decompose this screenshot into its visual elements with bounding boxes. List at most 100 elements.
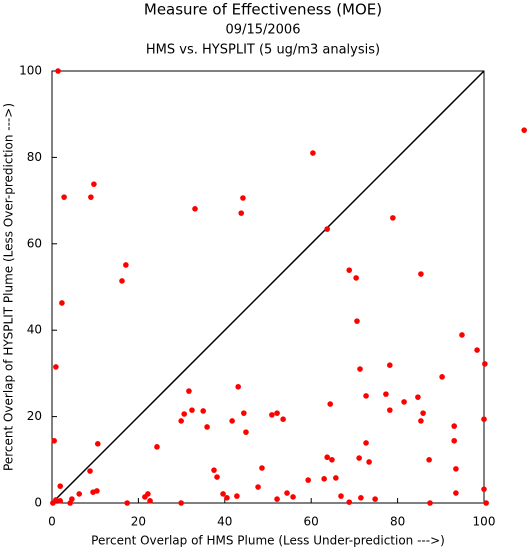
point [387, 362, 393, 368]
point [61, 194, 67, 200]
point [240, 195, 246, 201]
point [459, 332, 465, 338]
point [426, 457, 432, 463]
point [420, 410, 426, 416]
point [234, 493, 240, 499]
point [363, 440, 369, 446]
point [53, 364, 59, 370]
point [358, 495, 364, 501]
point [383, 391, 389, 397]
point [57, 483, 64, 489]
point [214, 474, 220, 480]
point [427, 500, 433, 506]
y-tick-label: 100 [19, 64, 42, 78]
y-tick-label: 40 [27, 323, 42, 337]
point [123, 262, 129, 268]
point [401, 399, 407, 405]
chart-subtitle: 09/15/2006 [226, 23, 301, 38]
chart-subtitle: HMS vs. HYSPLIT (5 ug/m3 analysis) [146, 43, 380, 58]
point [243, 429, 249, 435]
point [453, 490, 459, 496]
point [200, 408, 206, 414]
point [333, 475, 339, 481]
plot-frame [51, 70, 485, 504]
point [483, 500, 489, 506]
point [181, 411, 187, 417]
point [178, 500, 184, 506]
y-tick-label: 0 [34, 496, 42, 510]
y-tick-label: 20 [27, 409, 42, 423]
point [324, 454, 330, 461]
point [186, 388, 192, 394]
point [357, 366, 363, 372]
point [290, 494, 296, 500]
point [255, 484, 261, 490]
point [274, 410, 280, 416]
point [94, 441, 101, 447]
point [57, 498, 64, 504]
point [354, 318, 360, 324]
point [521, 127, 527, 133]
point [145, 491, 151, 497]
point [51, 437, 57, 444]
point [415, 394, 421, 400]
point [154, 444, 160, 450]
point [363, 393, 369, 399]
x-tick-label: 0 [48, 515, 56, 529]
point [284, 490, 290, 496]
point [439, 374, 445, 380]
point [372, 496, 378, 502]
point [269, 412, 275, 418]
point [69, 496, 75, 502]
point [53, 497, 59, 503]
point [305, 477, 311, 483]
point [178, 418, 184, 424]
point [453, 466, 459, 472]
point [229, 418, 235, 424]
point [310, 150, 316, 156]
point [124, 500, 130, 506]
x-tick-label: 40 [217, 515, 232, 529]
point [327, 401, 334, 407]
point [91, 181, 97, 187]
point [346, 499, 353, 505]
point [238, 210, 245, 216]
point [259, 465, 265, 471]
point [88, 194, 94, 200]
point [192, 206, 198, 212]
x-axis-label: Percent Overlap of HMS Plume (Less Under… [91, 534, 445, 548]
point [321, 476, 327, 482]
point [147, 498, 153, 504]
y-tick-label: 80 [27, 150, 42, 164]
diagonal-reference [51, 70, 485, 504]
point [481, 486, 487, 492]
point [241, 410, 247, 416]
point [474, 347, 480, 353]
y-axis-label: Percent Overlap of HYSPLIT Plume (Less O… [2, 103, 16, 471]
point [274, 496, 280, 502]
point [204, 424, 210, 430]
point [55, 68, 61, 74]
point [329, 457, 335, 463]
y-tick-label: 60 [27, 236, 42, 250]
point [387, 407, 393, 413]
point [418, 271, 424, 277]
point [119, 278, 125, 284]
point [451, 423, 457, 429]
point [87, 468, 93, 474]
x-tick-label: 60 [304, 515, 319, 529]
point [76, 491, 83, 497]
x-tick-label: 80 [390, 515, 405, 529]
point [280, 416, 286, 422]
x-tick-label: 100 [473, 515, 496, 529]
point [324, 226, 330, 232]
point [220, 491, 226, 497]
point [390, 215, 396, 221]
point [235, 383, 241, 390]
point [451, 437, 457, 444]
point [353, 275, 359, 281]
point [59, 300, 65, 306]
point [94, 488, 100, 494]
x-tick-label: 20 [131, 515, 146, 529]
